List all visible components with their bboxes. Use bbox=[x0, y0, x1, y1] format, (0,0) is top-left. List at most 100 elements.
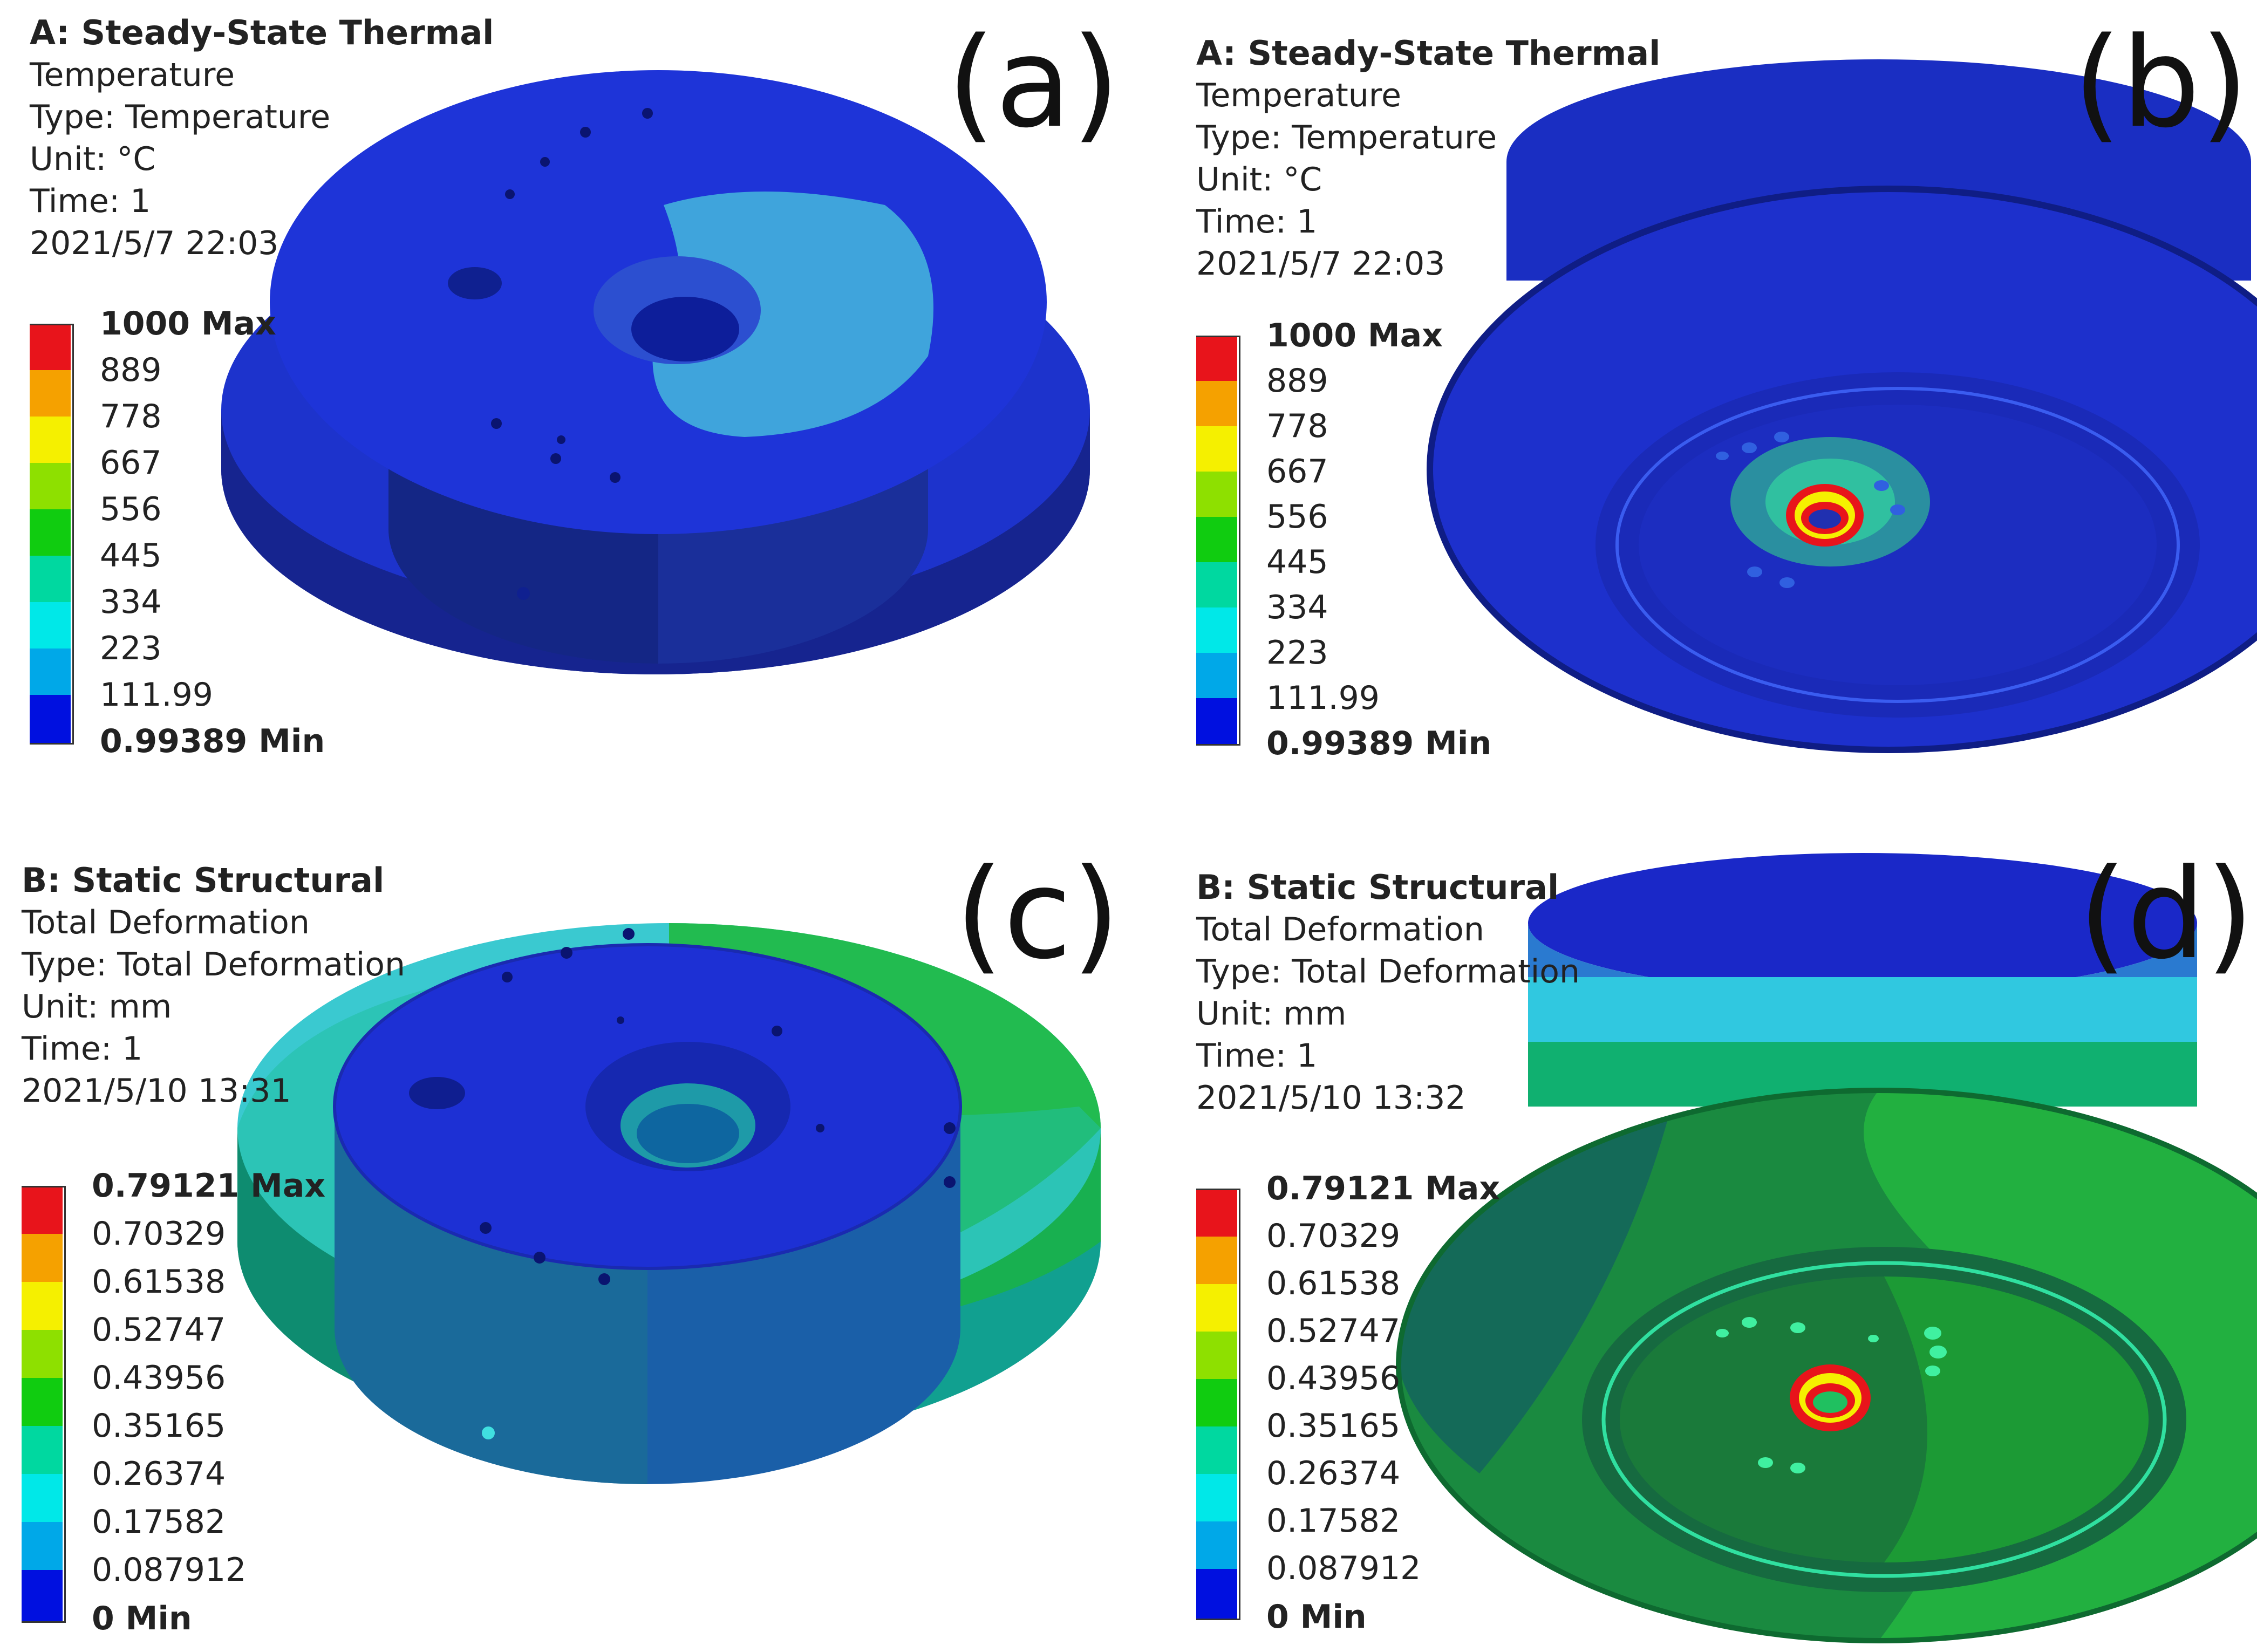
thermal-model-render-a bbox=[221, 70, 1090, 674]
legend-tick: 556 bbox=[100, 490, 162, 528]
legend-max: 1000 Max bbox=[100, 305, 276, 343]
legend-swatch bbox=[22, 1234, 63, 1282]
result-info: B: Static Structural Total Deformation T… bbox=[22, 859, 405, 1112]
legend-tick: 111.99 bbox=[100, 676, 213, 714]
result-type: Type: Total Deformation bbox=[1196, 953, 1580, 991]
legend-tick: 0.17582 bbox=[92, 1503, 226, 1541]
legend-swatch bbox=[1196, 1569, 1237, 1619]
result-name: Total Deformation bbox=[1196, 911, 1484, 948]
legend-min: 0 Min bbox=[1266, 1598, 1367, 1636]
result-unit: Unit: °C bbox=[1196, 161, 1322, 199]
legend-tick: 111.99 bbox=[1266, 679, 1380, 717]
legend-tick: 0.35165 bbox=[92, 1407, 226, 1445]
result-unit: Unit: mm bbox=[1196, 995, 1347, 1033]
legend-swatch bbox=[1196, 698, 1237, 744]
legend-swatch bbox=[22, 1474, 63, 1522]
result-date: 2021/5/10 13:32 bbox=[1196, 1079, 1466, 1117]
legend-tick: 0.43956 bbox=[92, 1359, 226, 1397]
result-time: Time: 1 bbox=[1196, 1037, 1318, 1075]
legend-swatch bbox=[30, 463, 71, 509]
legend-swatch bbox=[1196, 1521, 1237, 1569]
result-name: Temperature bbox=[1196, 77, 1402, 114]
legend-swatch bbox=[30, 417, 71, 463]
legend-tick: 889 bbox=[100, 351, 162, 389]
legend-min: 0.99389 Min bbox=[1266, 725, 1492, 762]
result-name: Temperature bbox=[30, 56, 235, 94]
analysis-title: A: Steady-State Thermal bbox=[30, 13, 494, 52]
legend-max: 0.79121 Max bbox=[1266, 1170, 1501, 1207]
legend-tick: 0.61538 bbox=[1266, 1265, 1401, 1302]
result-time: Time: 1 bbox=[1196, 203, 1318, 241]
legend-swatch bbox=[1196, 1190, 1237, 1237]
result-unit: Unit: mm bbox=[22, 988, 172, 1026]
legend-swatch bbox=[22, 1570, 63, 1621]
legend-swatch bbox=[1196, 1332, 1237, 1379]
legend-max: 0.79121 Max bbox=[92, 1167, 326, 1205]
legend-swatch bbox=[30, 509, 71, 556]
result-time: Time: 1 bbox=[30, 182, 151, 220]
panel-label: (c) bbox=[955, 843, 1120, 987]
legend-tick: 0.087912 bbox=[92, 1551, 247, 1589]
legend-tick: 334 bbox=[100, 583, 162, 621]
panel-d: (d) B: Static Structural Total Deformati… bbox=[1129, 826, 2257, 1652]
legend-swatch bbox=[1196, 1426, 1237, 1474]
legend-max: 1000 Max bbox=[1266, 317, 1443, 354]
legend-swatch bbox=[1196, 607, 1237, 653]
legend-swatch bbox=[30, 556, 71, 602]
panel-a: (a) A: Steady-State Thermal Temperature … bbox=[0, 0, 1128, 826]
legend-min: 0 Min bbox=[92, 1600, 192, 1637]
result-date: 2021/5/10 13:31 bbox=[22, 1072, 291, 1110]
legend-swatch bbox=[1196, 1284, 1237, 1332]
deformation-model-render-c bbox=[237, 923, 1101, 1484]
legend-swatch bbox=[30, 602, 71, 648]
legend-swatch bbox=[22, 1330, 63, 1378]
panel-label: (a) bbox=[947, 11, 1120, 155]
legend-tick: 0.70329 bbox=[92, 1215, 226, 1253]
result-type: Type: Total Deformation bbox=[22, 946, 406, 984]
legend-tick: 0.70329 bbox=[1266, 1217, 1401, 1255]
legend-swatch bbox=[1196, 517, 1237, 562]
legend-tick: 0.26374 bbox=[1266, 1455, 1401, 1492]
legend-swatch bbox=[22, 1282, 63, 1330]
result-date: 2021/5/7 22:03 bbox=[1196, 245, 1445, 283]
legend-swatch bbox=[22, 1187, 63, 1234]
legend-tick: 0.52747 bbox=[1266, 1312, 1401, 1350]
legend-swatch bbox=[1196, 337, 1237, 381]
panel-b: (b) A: Steady-State Thermal Temperature … bbox=[1129, 0, 2257, 826]
result-unit: Unit: °C bbox=[30, 140, 156, 178]
legend-tick: 223 bbox=[100, 630, 162, 667]
legend-tick: 889 bbox=[1266, 362, 1328, 400]
legend-swatch bbox=[30, 325, 71, 370]
legend-tick: 667 bbox=[100, 444, 162, 482]
deformation-model-render-d bbox=[1396, 853, 2257, 1643]
legend-swatch bbox=[1196, 426, 1237, 472]
legend-tick: 556 bbox=[1266, 498, 1328, 536]
legend-tick: 0.61538 bbox=[92, 1263, 226, 1301]
legend-tick: 778 bbox=[100, 398, 162, 435]
legend-tick: 0.17582 bbox=[1266, 1502, 1401, 1540]
panel-label: (b) bbox=[2073, 11, 2249, 155]
legend-tick: 0.26374 bbox=[92, 1455, 226, 1493]
result-type: Type: Temperature bbox=[30, 98, 331, 136]
legend-swatch bbox=[22, 1426, 63, 1474]
legend-tick: 223 bbox=[1266, 634, 1328, 672]
legend-tick: 445 bbox=[1266, 543, 1328, 581]
legend-tick: 667 bbox=[1266, 453, 1328, 490]
result-type: Type: Temperature bbox=[1196, 119, 1497, 156]
result-info: A: Steady-State Thermal Temperature Type… bbox=[1196, 32, 1660, 285]
legend-tick: 0.43956 bbox=[1266, 1360, 1401, 1397]
legend-tick: 0.087912 bbox=[1266, 1549, 1421, 1587]
result-date: 2021/5/7 22:03 bbox=[30, 224, 279, 262]
result-time: Time: 1 bbox=[22, 1030, 143, 1068]
legend-swatch bbox=[30, 370, 71, 417]
legend-swatch bbox=[1196, 381, 1237, 426]
legend-swatch bbox=[22, 1522, 63, 1570]
analysis-title: B: Static Structural bbox=[22, 861, 385, 900]
legend-swatch bbox=[30, 695, 71, 743]
result-name: Total Deformation bbox=[22, 904, 310, 941]
legend-swatch bbox=[1196, 1474, 1237, 1521]
thermal-model-render-b bbox=[1427, 59, 2257, 753]
analysis-title: B: Static Structural bbox=[1196, 868, 1559, 907]
legend-min: 0.99389 Min bbox=[100, 722, 325, 760]
legend-swatch bbox=[22, 1378, 63, 1426]
